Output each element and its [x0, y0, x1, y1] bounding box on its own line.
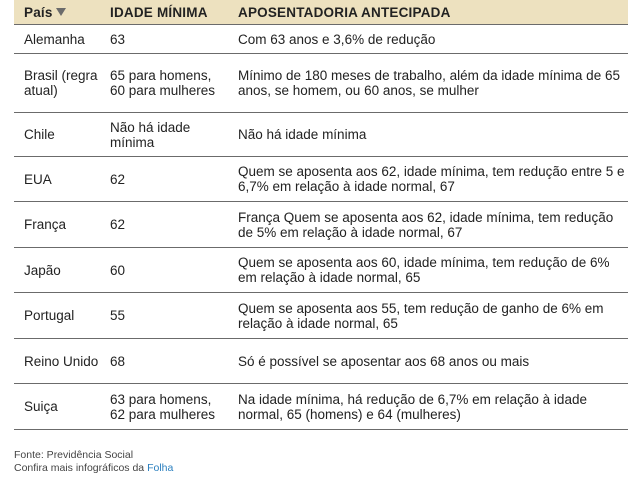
cell-early-retirement: Com 63 anos e 3,6% de redução — [228, 24, 628, 54]
cell-country: Suiça — [14, 383, 100, 430]
table-row: Chile Não há idade mínima Não há idade m… — [14, 112, 628, 157]
source-note: Fonte: Previdência Social — [14, 449, 134, 461]
table-row: Japão 60 Quem se aposenta aos 60, idade … — [14, 247, 628, 293]
column-header-min-age: IDADE MÍNIMA — [100, 0, 228, 25]
more-infographics-text: Confira mais infográficos da — [14, 462, 148, 474]
table-row: Alemanha 63 Com 63 anos e 3,6% de reduçã… — [14, 24, 628, 54]
cell-min-age: 68 — [100, 338, 228, 384]
cell-min-age: 62 — [100, 201, 228, 248]
table-row: Brasil (regra atual) 65 para homens, 60 … — [14, 53, 628, 113]
cell-min-age: Não há idade mínima — [100, 112, 228, 157]
cell-early-retirement: França Quem se aposenta aos 62, idade mí… — [228, 201, 628, 248]
table-row: EUA 62 Quem se aposenta aos 62, idade mí… — [14, 156, 628, 202]
cell-country: Chile — [14, 112, 100, 157]
cell-min-age: 63 para homens, 62 para mulheres — [100, 383, 228, 430]
table-row: Reino Unido 68 Só é possível se aposenta… — [14, 338, 628, 384]
cell-min-age: 55 — [100, 292, 228, 339]
cell-country: Brasil (regra atual) — [14, 53, 100, 113]
cell-early-retirement: Na idade mínima, há redução de 6,7% em r… — [228, 383, 628, 430]
cell-early-retirement: Quem se aposenta aos 62, idade mínima, t… — [228, 156, 628, 202]
table-row: Suiça 63 para homens, 62 para mulheres N… — [14, 383, 628, 430]
cell-min-age: 63 — [100, 24, 228, 54]
cell-country: Reino Unido — [14, 338, 100, 384]
table-header: País IDADE MÍNIMA APOSENTADORIA ANTECIPA… — [14, 0, 628, 25]
cell-country: Alemanha — [14, 24, 100, 54]
sort-down-icon[interactable] — [55, 7, 66, 16]
cell-min-age: 60 — [100, 247, 228, 293]
cell-early-retirement: Quem se aposenta aos 55, tem redução de … — [228, 292, 628, 339]
cell-early-retirement: Só é possível se aposentar aos 68 anos o… — [228, 338, 628, 384]
cell-country: EUA — [14, 156, 100, 202]
column-header-early-retirement: APOSENTADORIA ANTECIPADA — [228, 0, 628, 25]
header-row: País IDADE MÍNIMA APOSENTADORIA ANTECIPA… — [14, 0, 628, 25]
table-row: Portugal 55 Quem se aposenta aos 55, tem… — [14, 292, 628, 339]
table-row: França 62 França Quem se aposenta aos 62… — [14, 201, 628, 248]
column-header-country[interactable]: País — [14, 0, 100, 25]
cell-country: Japão — [14, 247, 100, 293]
folha-link[interactable]: Folha — [147, 462, 174, 474]
cell-country: França — [14, 201, 100, 248]
cell-min-age: 62 — [100, 156, 228, 202]
cell-min-age: 65 para homens, 60 para mulheres — [100, 53, 228, 113]
retirement-table: País IDADE MÍNIMA APOSENTADORIA ANTECIPA… — [14, 0, 628, 430]
table-body: Alemanha 63 Com 63 anos e 3,6% de reduçã… — [14, 24, 628, 430]
cell-country: Portugal — [14, 292, 100, 339]
cell-early-retirement: Mínimo de 180 meses de trabalho, além da… — [228, 53, 628, 113]
cell-early-retirement: Quem se aposenta aos 60, idade mínima, t… — [228, 247, 628, 293]
cell-early-retirement: Não há idade mínima — [228, 112, 628, 157]
more-infographics-line: Confira mais infográficos da Folha — [14, 462, 173, 475]
footer: Fonte: Previdência Social Confira mais i… — [14, 449, 173, 475]
column-header-country-label: País — [24, 4, 53, 20]
